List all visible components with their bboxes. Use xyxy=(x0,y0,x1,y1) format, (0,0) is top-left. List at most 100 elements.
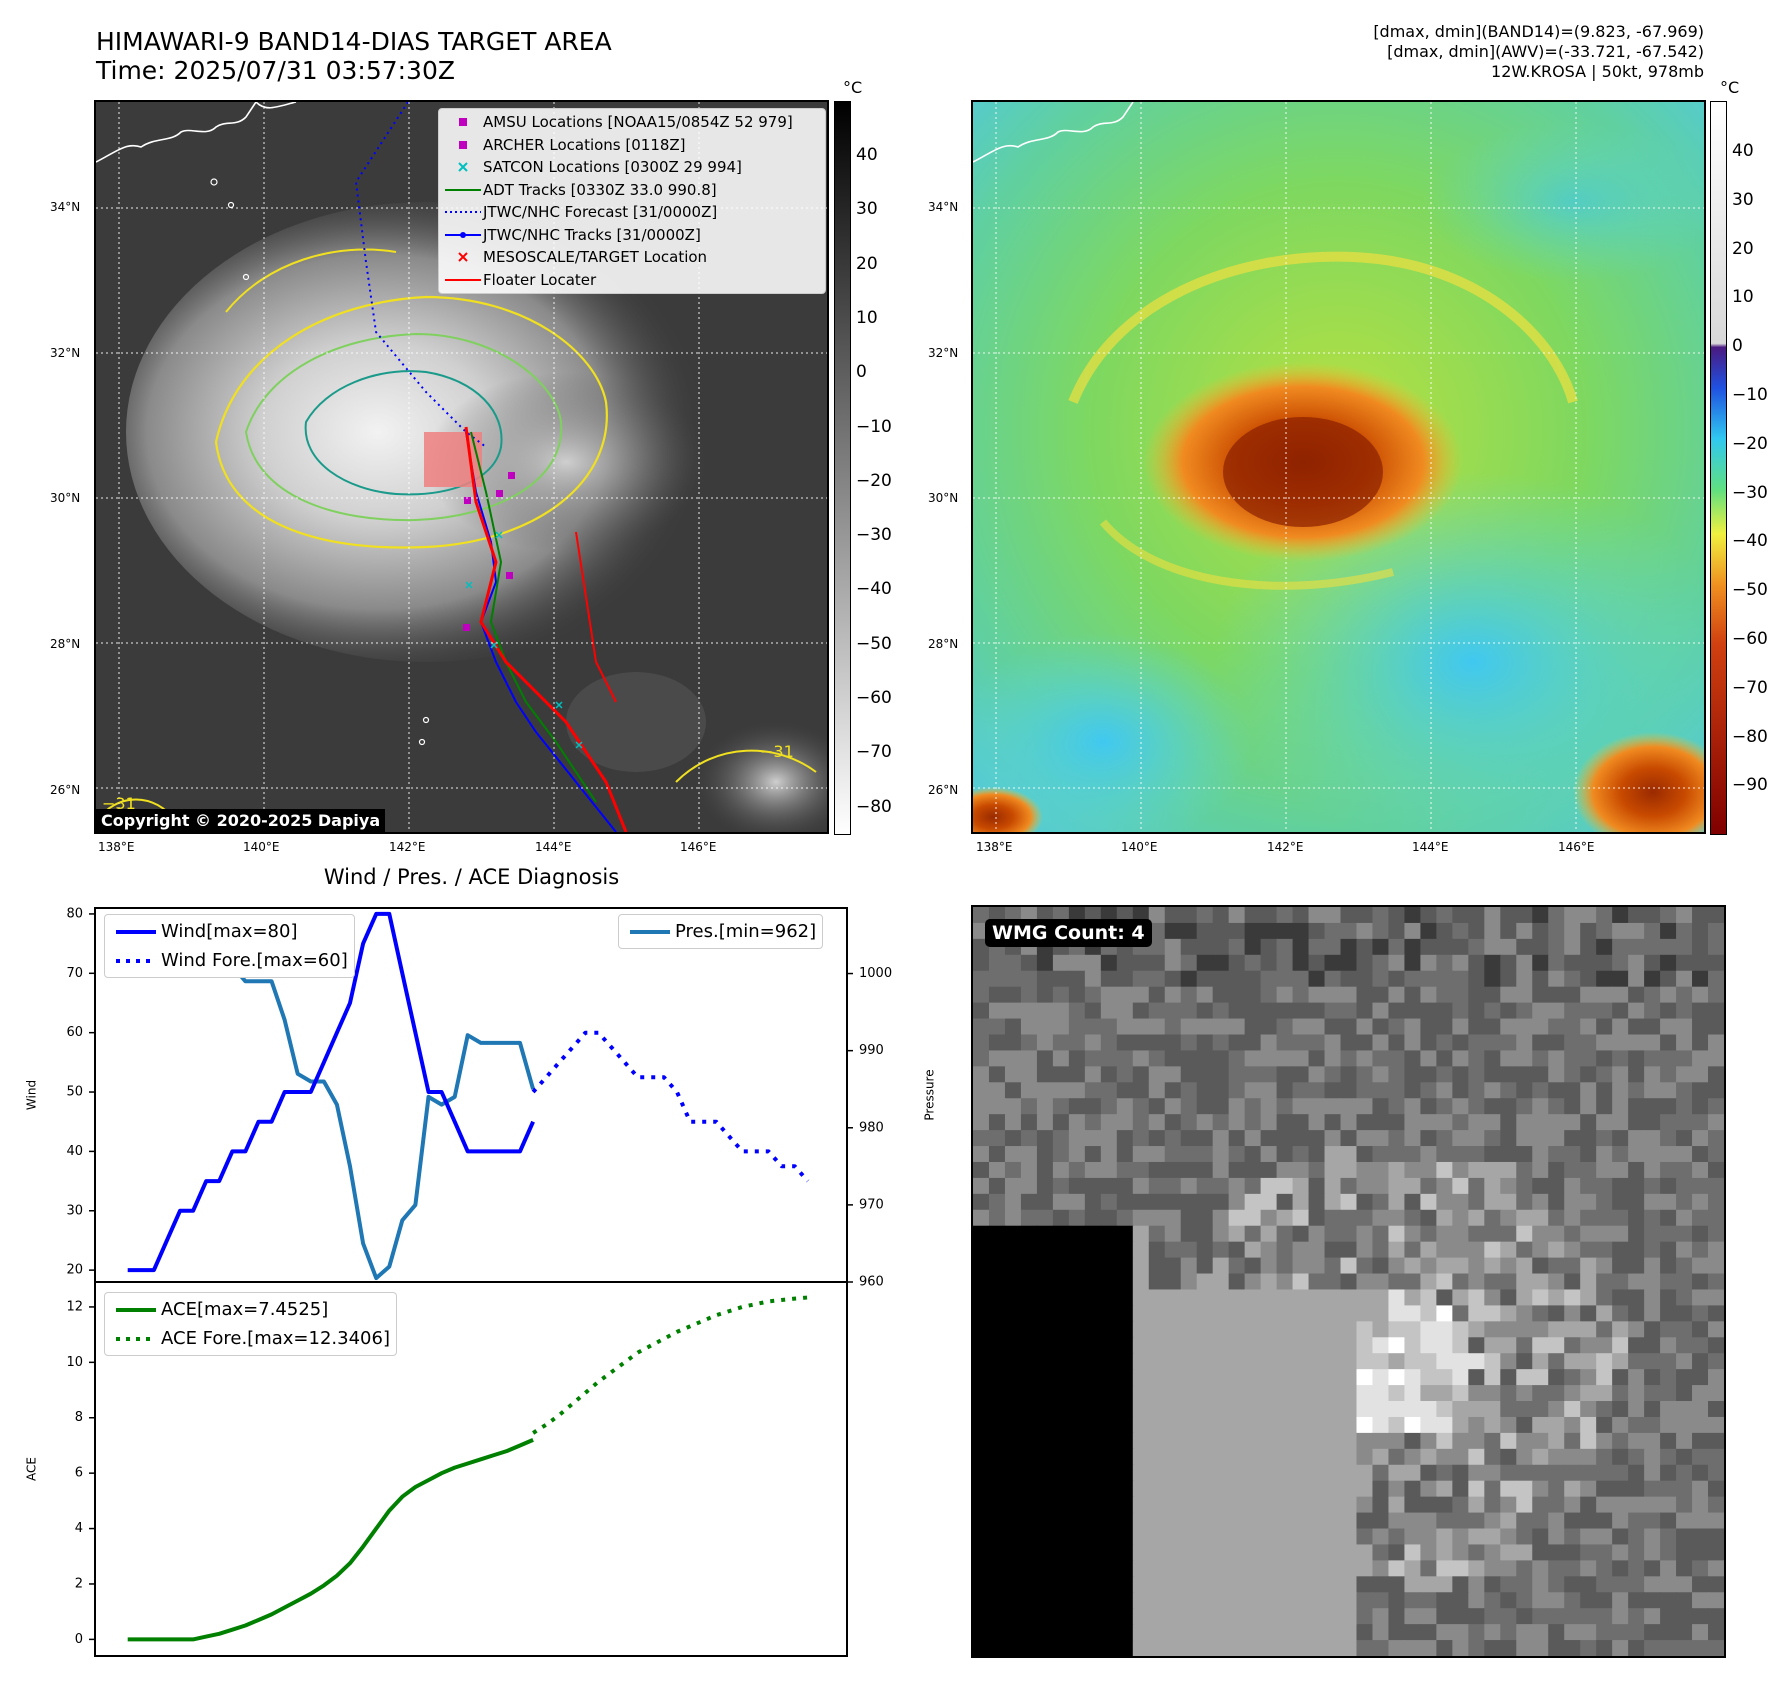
wmg-grid-cell xyxy=(1132,1193,1150,1211)
wmg-grid-cell xyxy=(1196,1146,1214,1163)
wmg-grid-cell xyxy=(1644,1177,1661,1195)
wmg-grid-cell xyxy=(1324,1608,1342,1625)
wmg-grid-cell xyxy=(1660,1608,1677,1625)
wmg-grid-cell xyxy=(1644,1018,1661,1036)
wmg-grid-cell xyxy=(1356,1209,1374,1227)
wmg-grid-cell xyxy=(1292,1305,1310,1322)
wmg-grid-cell xyxy=(1244,1624,1262,1641)
wmg-grid-cell xyxy=(1148,1576,1166,1593)
wmg-grid-cell xyxy=(1020,1369,1038,1386)
wmg-grid-cell xyxy=(1164,1321,1182,1338)
wmg-grid-cell xyxy=(973,1066,990,1083)
wmg-grid-cell xyxy=(1388,1177,1406,1195)
wmg-grid-cell xyxy=(1132,1560,1150,1577)
wmg-grid-cell xyxy=(1388,1401,1406,1418)
wmg-grid-cell xyxy=(1356,1082,1374,1099)
wmg-grid-cell xyxy=(1388,1034,1406,1052)
wmg-grid-cell xyxy=(1052,1082,1070,1099)
ace-legend-line xyxy=(111,1307,161,1313)
wmg-grid-cell xyxy=(1004,1640,1022,1656)
wmg-grid-cell xyxy=(1180,1640,1198,1656)
wmg-grid-cell xyxy=(1500,1146,1517,1163)
wmg-grid-cell xyxy=(1244,1528,1262,1546)
wmg-grid-cell xyxy=(973,1496,990,1514)
wmg-grid-cell xyxy=(1660,1544,1677,1561)
wmg-grid-cell xyxy=(1100,1161,1118,1179)
wmg-grid-cell xyxy=(1708,1289,1724,1307)
wmg-grid-cell xyxy=(1036,1624,1054,1641)
wmg-grid-cell xyxy=(1196,1305,1214,1322)
wmg-grid-cell xyxy=(1676,1098,1693,1115)
wmg-grid-cell xyxy=(1324,1257,1342,1275)
wmg-grid-cell xyxy=(1532,954,1549,972)
wmg-grid-cell xyxy=(1468,1241,1485,1259)
wmg-grid-cell xyxy=(1228,1401,1246,1418)
wmg-grid-cell xyxy=(1484,1401,1501,1418)
wmg-grid-cell xyxy=(1356,922,1374,940)
colorbar-tick-label: 0 xyxy=(1732,336,1743,357)
wmg-grid-cell xyxy=(1484,1018,1501,1036)
wmg-grid-cell xyxy=(1068,1130,1086,1147)
awv-map[interactable] xyxy=(971,100,1706,834)
wmg-grid-cell xyxy=(1020,1337,1038,1354)
wmg-grid-cell xyxy=(1372,1432,1390,1450)
wmg-grid-cell xyxy=(1388,1321,1406,1338)
wmg-grid-cell xyxy=(1708,1034,1724,1052)
wmg-grid-cell xyxy=(1212,1066,1230,1083)
wmg-grid-cell xyxy=(1308,1544,1326,1561)
wmg-grid-cell xyxy=(1356,1496,1374,1514)
wmg-grid-cell xyxy=(1004,1305,1022,1322)
wmg-grid-cell xyxy=(1420,1416,1437,1434)
wmg-grid-cell xyxy=(1564,1114,1581,1131)
wmg-grid-cell xyxy=(1612,986,1629,1004)
wmg-grid-cell xyxy=(1164,1098,1182,1115)
wmg-grid-cell xyxy=(1212,907,1230,924)
wmg-grid-cell xyxy=(1612,1385,1629,1402)
wmg-grid-cell xyxy=(1052,1528,1070,1546)
wmg-grid-cell xyxy=(1020,1130,1038,1147)
wmg-grid-cell xyxy=(1372,1353,1390,1370)
wmg-grid-cell xyxy=(1308,1177,1326,1195)
wmg-grid-cell xyxy=(1260,1560,1278,1577)
wmg-grid-cell xyxy=(1468,1560,1485,1577)
wind-axis-tick-label: 70 xyxy=(66,966,83,981)
wmg-grid-cell xyxy=(1436,1321,1453,1338)
wmg-grid-cell xyxy=(1196,1385,1214,1402)
wmg-grid-cell xyxy=(1404,1034,1422,1052)
wind-axis-tick-label: 40 xyxy=(66,1144,83,1159)
wmg-grid-cell xyxy=(1276,1130,1294,1147)
wmg-grid-cell xyxy=(1004,1480,1022,1498)
wmg-grid-cell xyxy=(973,1432,990,1450)
wmg-grid-cell xyxy=(1052,1576,1070,1593)
wmg-grid-cell xyxy=(1260,1225,1278,1243)
wmg-grid-cell xyxy=(973,1624,990,1641)
map-legend-label: JTWC/NHC Forecast [31/0000Z] xyxy=(483,203,718,222)
band14-ir-map[interactable]: −31 −31 AMSU Locations [NOAA15/0854Z 52 … xyxy=(94,100,829,834)
wmg-grid-cell xyxy=(1484,986,1501,1004)
wmg-grid-cell xyxy=(1180,1114,1198,1131)
wmg-grid-cell xyxy=(1692,986,1709,1004)
wmg-grid-cell xyxy=(1068,1480,1086,1498)
wmg-grid-cell xyxy=(973,1114,990,1131)
wmg-grid-cell xyxy=(1164,1624,1182,1641)
wmg-grid-cell xyxy=(1004,1050,1022,1067)
wmg-grid-cell xyxy=(1644,1432,1661,1450)
wmg-panel[interactable]: WMG Count: 4 xyxy=(971,905,1726,1658)
wmg-grid-cell xyxy=(1132,1305,1150,1322)
wmg-grid-cell xyxy=(1516,1401,1533,1418)
wmg-grid-cell xyxy=(1436,1528,1453,1546)
colorbar-tick-label: −30 xyxy=(856,525,892,546)
wmg-grid-cell xyxy=(1148,1082,1166,1099)
wmg-grid-cell xyxy=(1324,1448,1342,1466)
wmg-grid-cell xyxy=(1276,922,1294,940)
wmg-grid-cell xyxy=(1388,1082,1406,1099)
wmg-grid-cell xyxy=(1676,1496,1693,1514)
wmg-grid-cell xyxy=(1452,1193,1469,1211)
wmg-grid-cell xyxy=(1660,1177,1677,1195)
map-legend-item: JTWC/NHC Tracks [31/0000Z] xyxy=(443,224,821,247)
wmg-grid-cell xyxy=(1164,1576,1182,1593)
wmg-grid-cell xyxy=(1660,1321,1677,1338)
wmg-grid-cell xyxy=(1580,1640,1597,1656)
wmg-grid-cell xyxy=(1628,1082,1645,1099)
wmg-grid-cell xyxy=(1212,1146,1230,1163)
